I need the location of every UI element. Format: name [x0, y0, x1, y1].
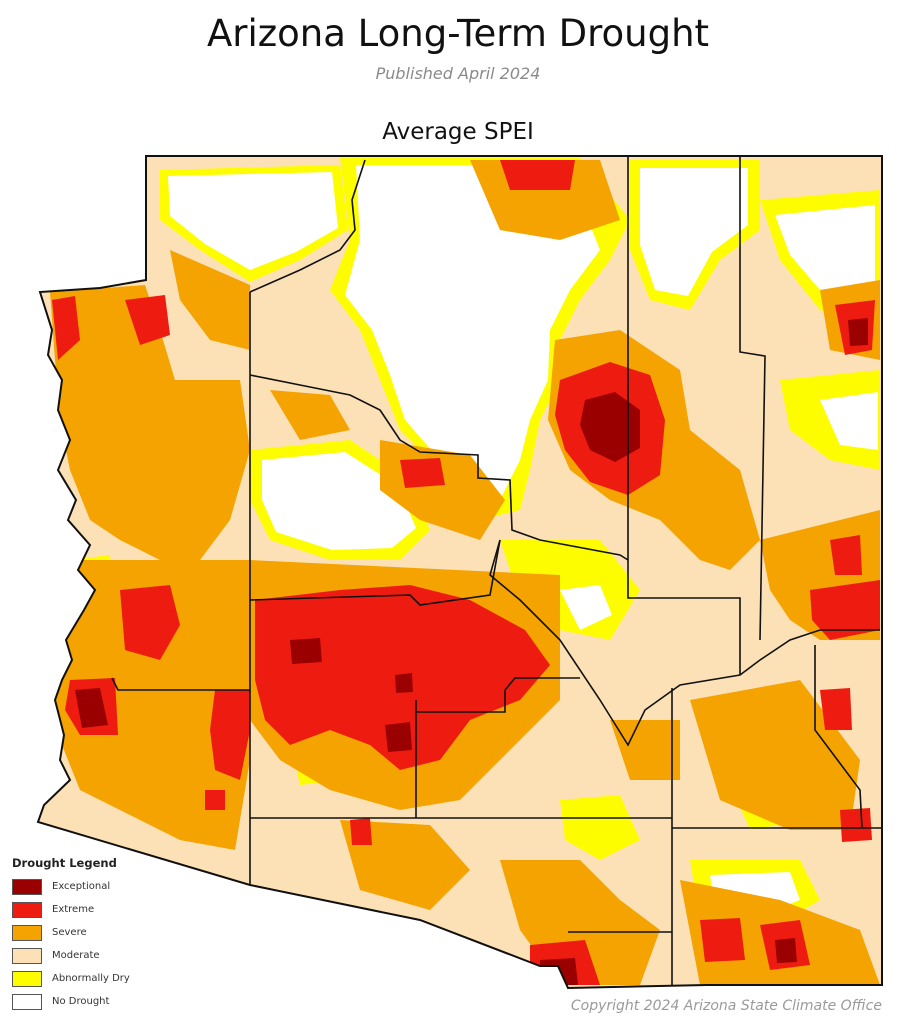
county-boundaries — [111, 156, 882, 985]
legend-item: Exceptional — [12, 875, 152, 898]
legend-item: Extreme — [12, 898, 152, 921]
legend-swatch-extreme — [12, 901, 42, 918]
drought-regions — [38, 156, 882, 988]
legend-title: Drought Legend — [12, 856, 117, 870]
legend-swatch-moderate — [12, 947, 42, 964]
legend-item: Abnormally Dry — [12, 967, 152, 990]
map-title: Average SPEI — [382, 119, 534, 145]
legend-label: No Drought — [52, 996, 110, 1007]
arizona-state-outline — [36, 155, 883, 990]
exceptional-drought-areas — [75, 318, 868, 985]
copyright-notice: Copyright 2024 Arizona State Climate Off… — [570, 998, 882, 1014]
legend-swatch-abnormally-dry — [12, 970, 42, 987]
legend-label: Extreme — [52, 904, 95, 915]
legend-item: Severe — [12, 921, 152, 944]
legend-label: Severe — [52, 927, 87, 938]
legend-swatch-exceptional — [12, 878, 42, 895]
drought-legend: Drought Legend Exceptional Extreme Sever… — [12, 856, 152, 1013]
legend-label: Abnormally Dry — [52, 973, 130, 984]
legend-swatch-severe — [12, 924, 42, 941]
legend-item: No Drought — [12, 990, 152, 1013]
legend-label: Moderate — [52, 950, 100, 961]
legend-label: Exceptional — [52, 881, 111, 892]
legend-item: Moderate — [12, 944, 152, 967]
page-title: Arizona Long-Term Drought — [206, 12, 710, 55]
published-date: Published April 2024 — [375, 64, 541, 83]
legend-swatch-no-drought — [12, 993, 42, 1010]
